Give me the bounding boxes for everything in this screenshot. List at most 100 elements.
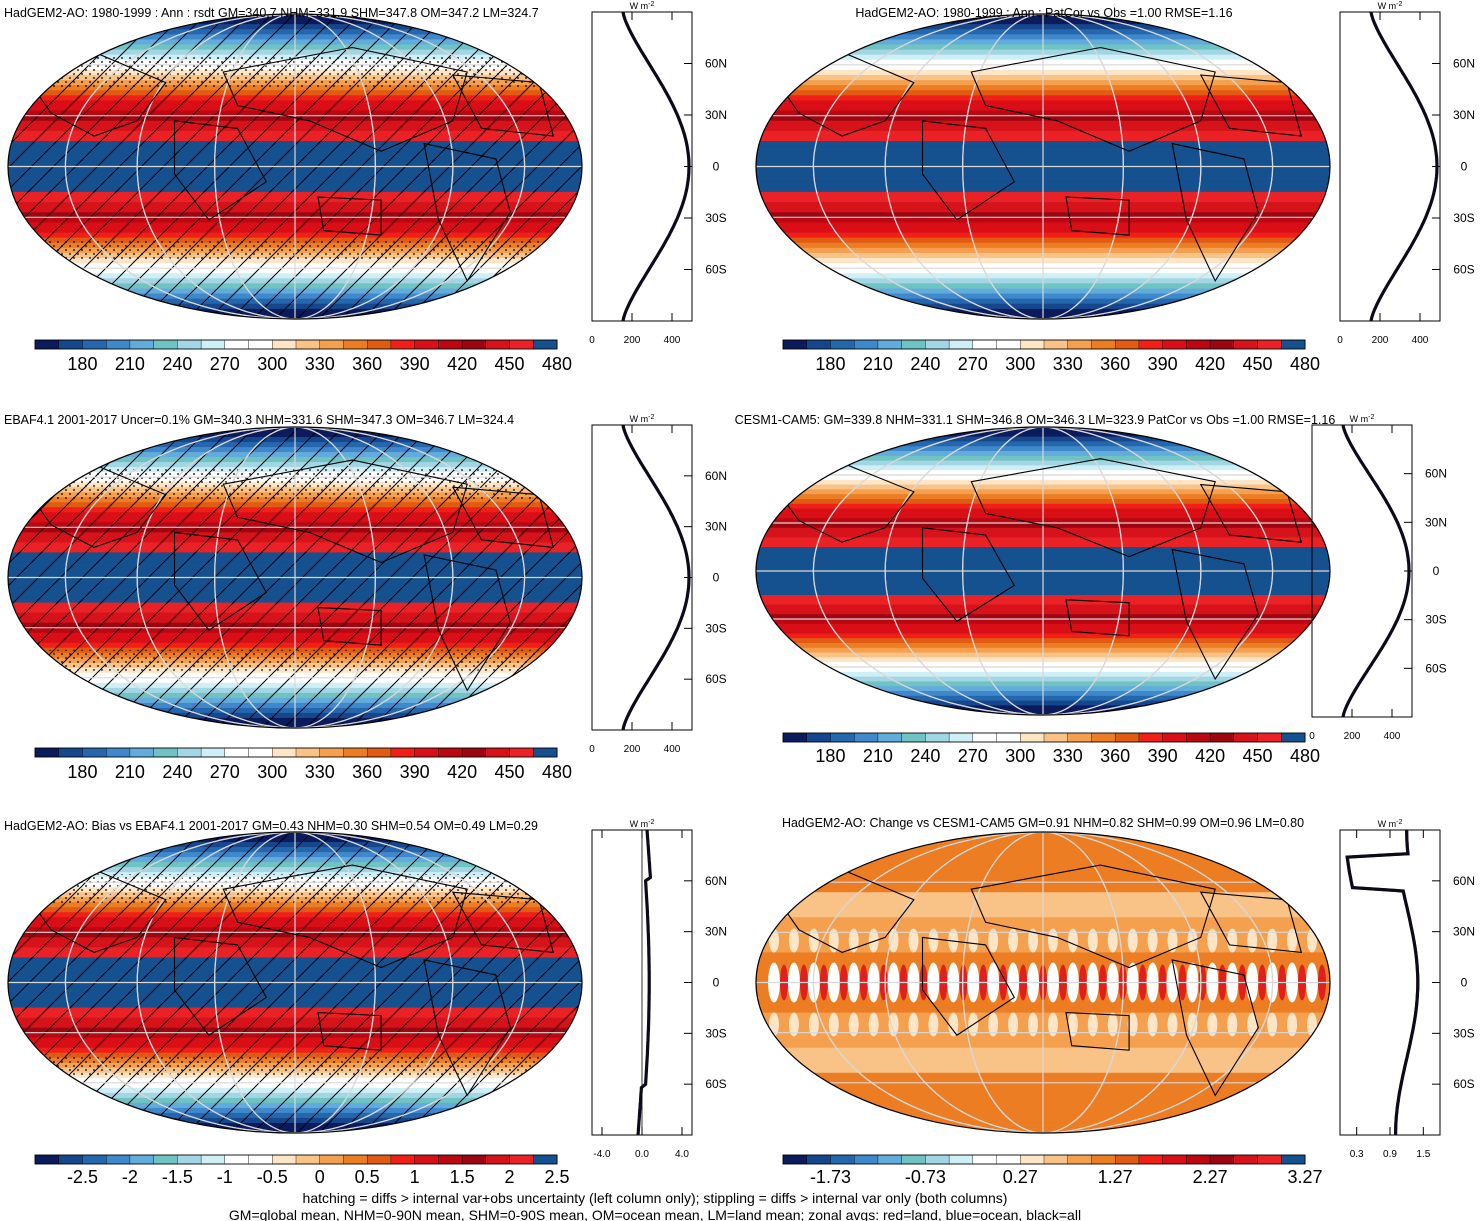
colorbar-box: [925, 1154, 950, 1165]
colorbar-box: [177, 747, 202, 758]
colorbar-box: [224, 339, 250, 350]
colorbar-box: [925, 339, 950, 350]
colorbar-box: [996, 1154, 1021, 1165]
colorbar-box: [972, 339, 998, 350]
colorbar-tick-label: 480: [1290, 354, 1320, 374]
change-blob: [1167, 928, 1178, 953]
change-blob: [948, 928, 959, 953]
colorbar-box: [1233, 339, 1259, 350]
change-blob: [848, 928, 859, 953]
profile-curve-land: [1345, 830, 1420, 1135]
colorbar-box: [248, 339, 273, 350]
change-blob: [1028, 1012, 1039, 1037]
change-blob: [848, 1012, 859, 1037]
change-blob: [1008, 1012, 1019, 1037]
colorbar-box: [877, 732, 903, 743]
profile-lat-label: 0: [1433, 564, 1440, 578]
colorbar-tick-label: 240: [910, 746, 940, 766]
panel-2: HadGEM2-AO: 1980-1999 : Ann : PatCor vs …: [755, 1, 1475, 374]
coastline: [970, 864, 1216, 969]
graticule-lon: [962, 832, 1124, 1133]
change-blob: [948, 1012, 959, 1037]
colorbar-frame: [34, 1154, 558, 1165]
colorbar-tick-label: 0.5: [355, 1167, 380, 1187]
colorbar-box: [366, 339, 392, 350]
profile-xtick-label: 0.0: [635, 1149, 649, 1160]
coastline: [222, 46, 468, 152]
colorbar-tick-label: 330: [1053, 354, 1083, 374]
colorbar-box: [34, 747, 60, 758]
map-border: [755, 426, 1331, 716]
colorbar-tick-label: 420: [447, 762, 477, 782]
profile-lat-label: 30S: [1425, 613, 1446, 627]
colorbar-tick-label: 270: [958, 746, 988, 766]
change-blob: [1267, 1012, 1278, 1037]
profile-lat-label: 60S: [1453, 263, 1474, 277]
change-blob: [1087, 928, 1098, 953]
colorbar-box: [295, 747, 321, 758]
profile-lat-label: 30N: [1453, 108, 1475, 122]
colorbar-box: [830, 1154, 855, 1165]
colorbar-frame: [782, 339, 1306, 350]
change-blob: [1187, 1012, 1198, 1037]
colorbar-box: [105, 1154, 131, 1165]
change-blob: [1047, 928, 1058, 953]
colorbar-box: [782, 339, 808, 350]
colorbar-tick-label: 300: [1005, 746, 1035, 766]
coastline: [921, 936, 1016, 1036]
colorbar-box: [1186, 339, 1211, 350]
colorbar-tick-label: 180: [67, 354, 97, 374]
colorbar-box: [129, 747, 155, 758]
colorbar-box: [177, 339, 202, 350]
colorbar-box: [1043, 1154, 1069, 1165]
profile-lat-label: 60N: [1425, 467, 1447, 481]
colorbar-box: [509, 1154, 534, 1165]
colorbar-box: [1209, 339, 1235, 350]
colorbar-tick-label: 420: [447, 354, 477, 374]
profile-xtick-label: 400: [1412, 335, 1429, 346]
change-blob: [1227, 1012, 1238, 1037]
change-blob: [928, 928, 939, 953]
colorbar-frame: [782, 732, 1306, 743]
profile-units: W m-2: [630, 819, 655, 829]
profile-xtick-label: 200: [624, 744, 641, 755]
colorbar-box: [853, 1154, 879, 1165]
change-blob: [988, 928, 999, 953]
change-blob: [1127, 928, 1138, 953]
change-blob: [1067, 928, 1078, 953]
colorbar-tick-label: -2.5: [67, 1167, 98, 1187]
graticule-lon: [884, 14, 1202, 319]
coastline: [423, 142, 511, 283]
colorbar-tick-label: 480: [542, 354, 572, 374]
colorbar-box: [830, 732, 855, 743]
profile-xtick-label: 200: [624, 335, 641, 346]
profile-xtick-label: 0: [589, 335, 595, 346]
map-field-6: [756, 832, 1330, 1133]
panel-3: EBAF4.1 2001-2017 Uncer=0.1% GM=340.3 NH…: [4, 413, 727, 782]
colorbar-box: [1020, 732, 1045, 743]
change-blob: [908, 928, 919, 953]
colorbar-box: [996, 339, 1021, 350]
colorbar-box: [877, 339, 903, 350]
colorbar-box: [1067, 339, 1092, 350]
colorbar-box: [82, 747, 107, 758]
colorbar-frame: [34, 747, 558, 758]
profile-units: W m-2: [1350, 414, 1375, 424]
coastline: [921, 527, 1016, 623]
colorbar-box: [438, 747, 463, 758]
change-blob: [1167, 1012, 1178, 1037]
profile-lat-label: 30N: [1453, 925, 1475, 939]
colorbar-tick-label: 270: [210, 354, 240, 374]
colorbar-box: [366, 1154, 392, 1165]
coastline: [1171, 959, 1259, 1097]
profile-units: W m-2: [630, 1, 655, 11]
colorbar-box: [1162, 732, 1187, 743]
coastline: [451, 891, 555, 954]
profile-xtick-label: 200: [1344, 731, 1361, 742]
colorbar-box: [129, 1154, 155, 1165]
panel-6: HadGEM2-AO: Change vs CESM1-CAM5 GM=0.91…: [755, 816, 1475, 1187]
colorbar-box: [390, 1154, 416, 1165]
colorbar-box: [485, 1154, 511, 1165]
profile-lat-label: 0: [713, 571, 720, 585]
colorbar-box: [224, 747, 250, 758]
